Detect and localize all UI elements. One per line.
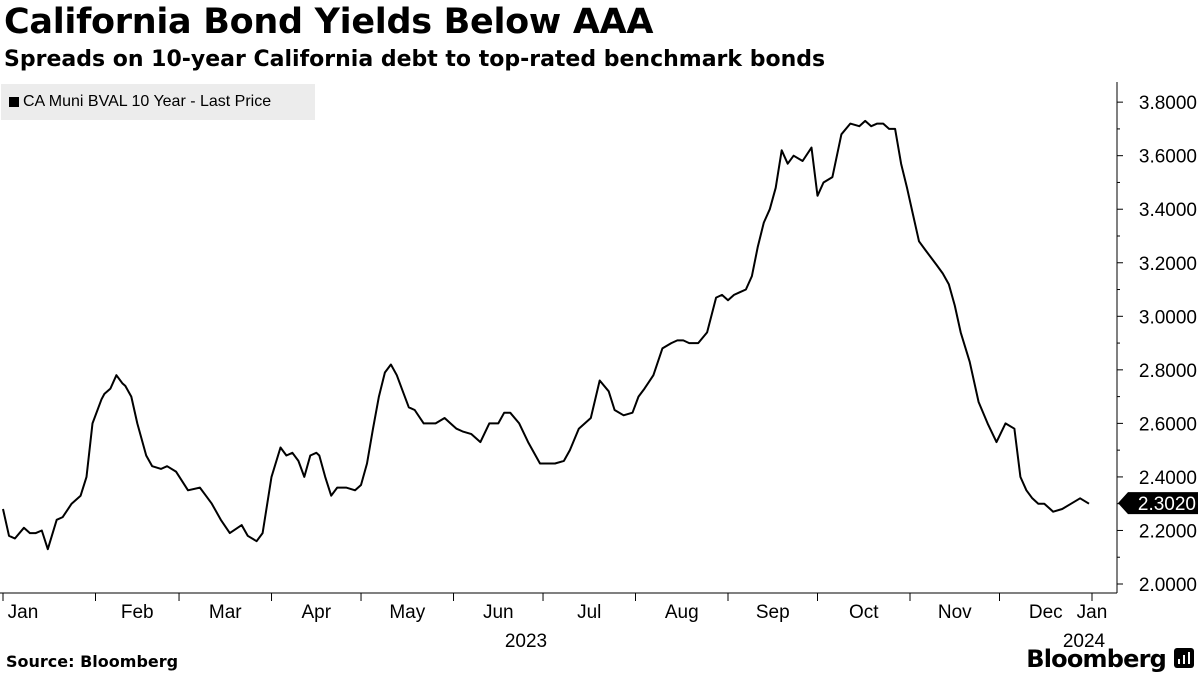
x-tick-label: Sep bbox=[756, 602, 790, 623]
y-tick-label: 2.4000 bbox=[1139, 468, 1197, 489]
last-value-badge bbox=[1118, 492, 1198, 515]
series-line bbox=[2, 119, 1090, 551]
bloomberg-chart-icon bbox=[1174, 648, 1194, 668]
brand-logo: Bloomberg bbox=[1026, 645, 1167, 673]
source-note: Source: Bloomberg bbox=[6, 652, 179, 671]
x-tick-label: Dec bbox=[1029, 602, 1063, 623]
chart-title: California Bond Yields Below AAA bbox=[4, 2, 654, 42]
x-tick-label: Mar bbox=[209, 602, 242, 623]
x-year-label: 2023 bbox=[505, 631, 547, 652]
x-tick-label: Feb bbox=[121, 602, 154, 623]
x-tick-label: Jul bbox=[577, 602, 601, 623]
legend-swatch bbox=[9, 97, 19, 107]
x-year-label: 2024 bbox=[1063, 631, 1106, 652]
y-tick-label: 3.8000 bbox=[1139, 93, 1197, 114]
x-tick-label: Aug bbox=[665, 602, 699, 623]
y-tick-label: 2.6000 bbox=[1139, 414, 1197, 435]
x-tick-label: Jan bbox=[1077, 602, 1108, 623]
x-tick-label: May bbox=[389, 602, 425, 623]
y-tick-label: 3.4000 bbox=[1139, 200, 1197, 221]
y-tick-label: 2.2000 bbox=[1139, 521, 1197, 542]
x-tick-label: Jan bbox=[8, 602, 39, 623]
x-tick-label: Nov bbox=[938, 602, 972, 623]
y-tick-label: 3.6000 bbox=[1139, 147, 1197, 168]
y-tick-label: 3.2000 bbox=[1139, 254, 1197, 275]
x-tick-label: Jun bbox=[483, 602, 514, 623]
legend-label: CA Muni BVAL 10 Year - Last Price bbox=[23, 93, 272, 110]
chart-subtitle: Spreads on 10-year California debt to to… bbox=[4, 47, 826, 72]
legend: CA Muni BVAL 10 Year - Last Price bbox=[1, 84, 315, 120]
y-tick-label: 2.0000 bbox=[1139, 575, 1197, 596]
x-tick-label: Apr bbox=[301, 602, 331, 623]
y-tick-label: 3.0000 bbox=[1139, 307, 1197, 328]
last-value-label: 2.3020 bbox=[1138, 494, 1196, 515]
y-tick-label: 2.8000 bbox=[1139, 361, 1197, 382]
x-tick-label: Oct bbox=[849, 602, 879, 623]
